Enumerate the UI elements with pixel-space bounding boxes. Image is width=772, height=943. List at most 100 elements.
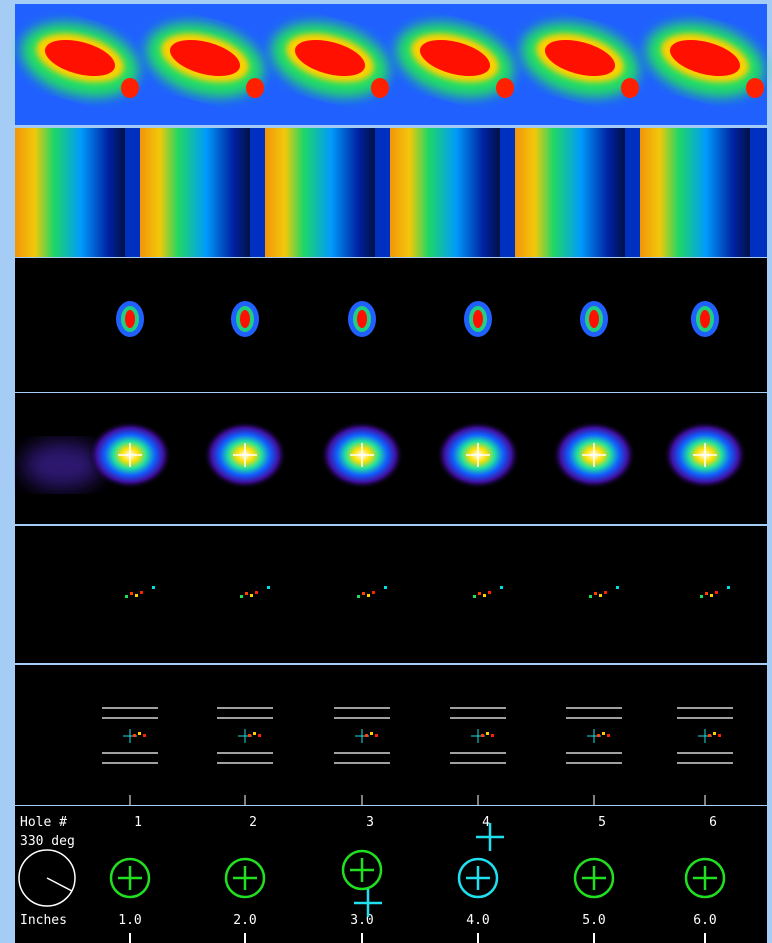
small-core (371, 78, 389, 98)
inch-label: 3.0 (350, 913, 373, 928)
grid-dot (481, 734, 484, 737)
scatter-dot (367, 594, 370, 597)
scatter-dot (357, 595, 360, 598)
small-core (496, 78, 514, 98)
scatter-dot (152, 586, 155, 589)
hole-number: 5 (598, 815, 606, 830)
inch-label: 6.0 (693, 913, 716, 928)
scatter-dot (140, 591, 143, 594)
scatter-dot (267, 586, 270, 589)
scatter-dot (710, 594, 713, 597)
small-core (121, 78, 139, 98)
grid-dot (253, 732, 256, 735)
scatter-dot (135, 594, 138, 597)
grid-dot (375, 734, 378, 737)
hole-number: 3 (366, 815, 374, 830)
inch-label: 1.0 (118, 913, 141, 928)
spot-core (357, 310, 367, 328)
scatter-dot (362, 592, 365, 595)
grid-dot (370, 732, 373, 735)
grid-dot (138, 732, 141, 735)
small-core (246, 78, 264, 98)
grid-dot (602, 732, 605, 735)
scatter-dot (589, 595, 592, 598)
scatter-dot (488, 591, 491, 594)
grid-dot (248, 734, 251, 737)
scatter-dot (250, 594, 253, 597)
scatter-dot (594, 592, 597, 595)
hole-circle (457, 857, 499, 899)
stripe (515, 128, 625, 257)
hole-panel (15, 806, 767, 943)
inch-label: 2.0 (233, 913, 256, 928)
hole-circle (109, 857, 151, 899)
scatter-dot (599, 594, 602, 597)
grid-dot (133, 734, 136, 737)
scatter-dot (478, 592, 481, 595)
scatter-dot (500, 586, 503, 589)
scatter-dot (604, 591, 607, 594)
small-core (746, 78, 764, 98)
core (294, 39, 366, 77)
grid-dot (713, 732, 716, 735)
scatter-dot (384, 586, 387, 589)
grid-panel (15, 665, 767, 805)
scatter-panel (15, 526, 767, 663)
stripe (390, 128, 500, 257)
scatter-dot (705, 592, 708, 595)
scatter-dot (616, 586, 619, 589)
grid-dot (258, 734, 261, 737)
grid-dot (708, 734, 711, 737)
scatter-dot (240, 595, 243, 598)
hole-number: 2 (249, 815, 257, 830)
dynamic: 1 1.0 2 2.0 3 3.0 4 4.0 5 5.0 6 6.0 (88, 301, 747, 943)
angle-hand (46, 877, 73, 892)
small-core (621, 78, 639, 98)
scatter-dot (715, 591, 718, 594)
scatter-dot (372, 591, 375, 594)
hole-number: 4 (482, 815, 490, 830)
angle-dial (18, 849, 76, 907)
intensity-panel (15, 4, 767, 125)
hole-number: 6 (709, 815, 717, 830)
scatter-dot (727, 586, 730, 589)
angle-label: 330 deg (20, 834, 75, 849)
scatter-dot (125, 595, 128, 598)
ghost-blob (22, 441, 102, 489)
spot-core (700, 310, 710, 328)
core (169, 39, 241, 77)
stripe (640, 128, 750, 257)
grid-dot (486, 732, 489, 735)
hole-circle (224, 857, 266, 899)
grid-dot (491, 734, 494, 737)
inch-label: 4.0 (466, 913, 489, 928)
scatter-dot (245, 592, 248, 595)
scatter-dot (483, 594, 486, 597)
spot-core (240, 310, 250, 328)
hole-circle (341, 849, 383, 891)
stripe (265, 128, 375, 257)
core (419, 39, 491, 77)
grid-dot (607, 734, 610, 737)
hole-number: 1 (134, 815, 142, 830)
phase-stripes (15, 128, 750, 257)
intensity-blobs (21, 22, 764, 98)
stripe (140, 128, 250, 257)
core (44, 39, 116, 77)
grid-dot (143, 734, 146, 737)
hole-circle (684, 857, 726, 899)
stripe (15, 128, 125, 257)
hole-label: Hole # (20, 815, 67, 830)
scatter-dot (473, 595, 476, 598)
hole-circle (573, 857, 615, 899)
spot-core (589, 310, 599, 328)
inches-label: Inches (20, 913, 67, 928)
spot-core (125, 310, 135, 328)
scatter-dot (700, 595, 703, 598)
spot-core (473, 310, 483, 328)
grid-dot (365, 734, 368, 737)
scatter-dot (130, 592, 133, 595)
inch-label: 5.0 (582, 913, 605, 928)
core (544, 39, 616, 77)
